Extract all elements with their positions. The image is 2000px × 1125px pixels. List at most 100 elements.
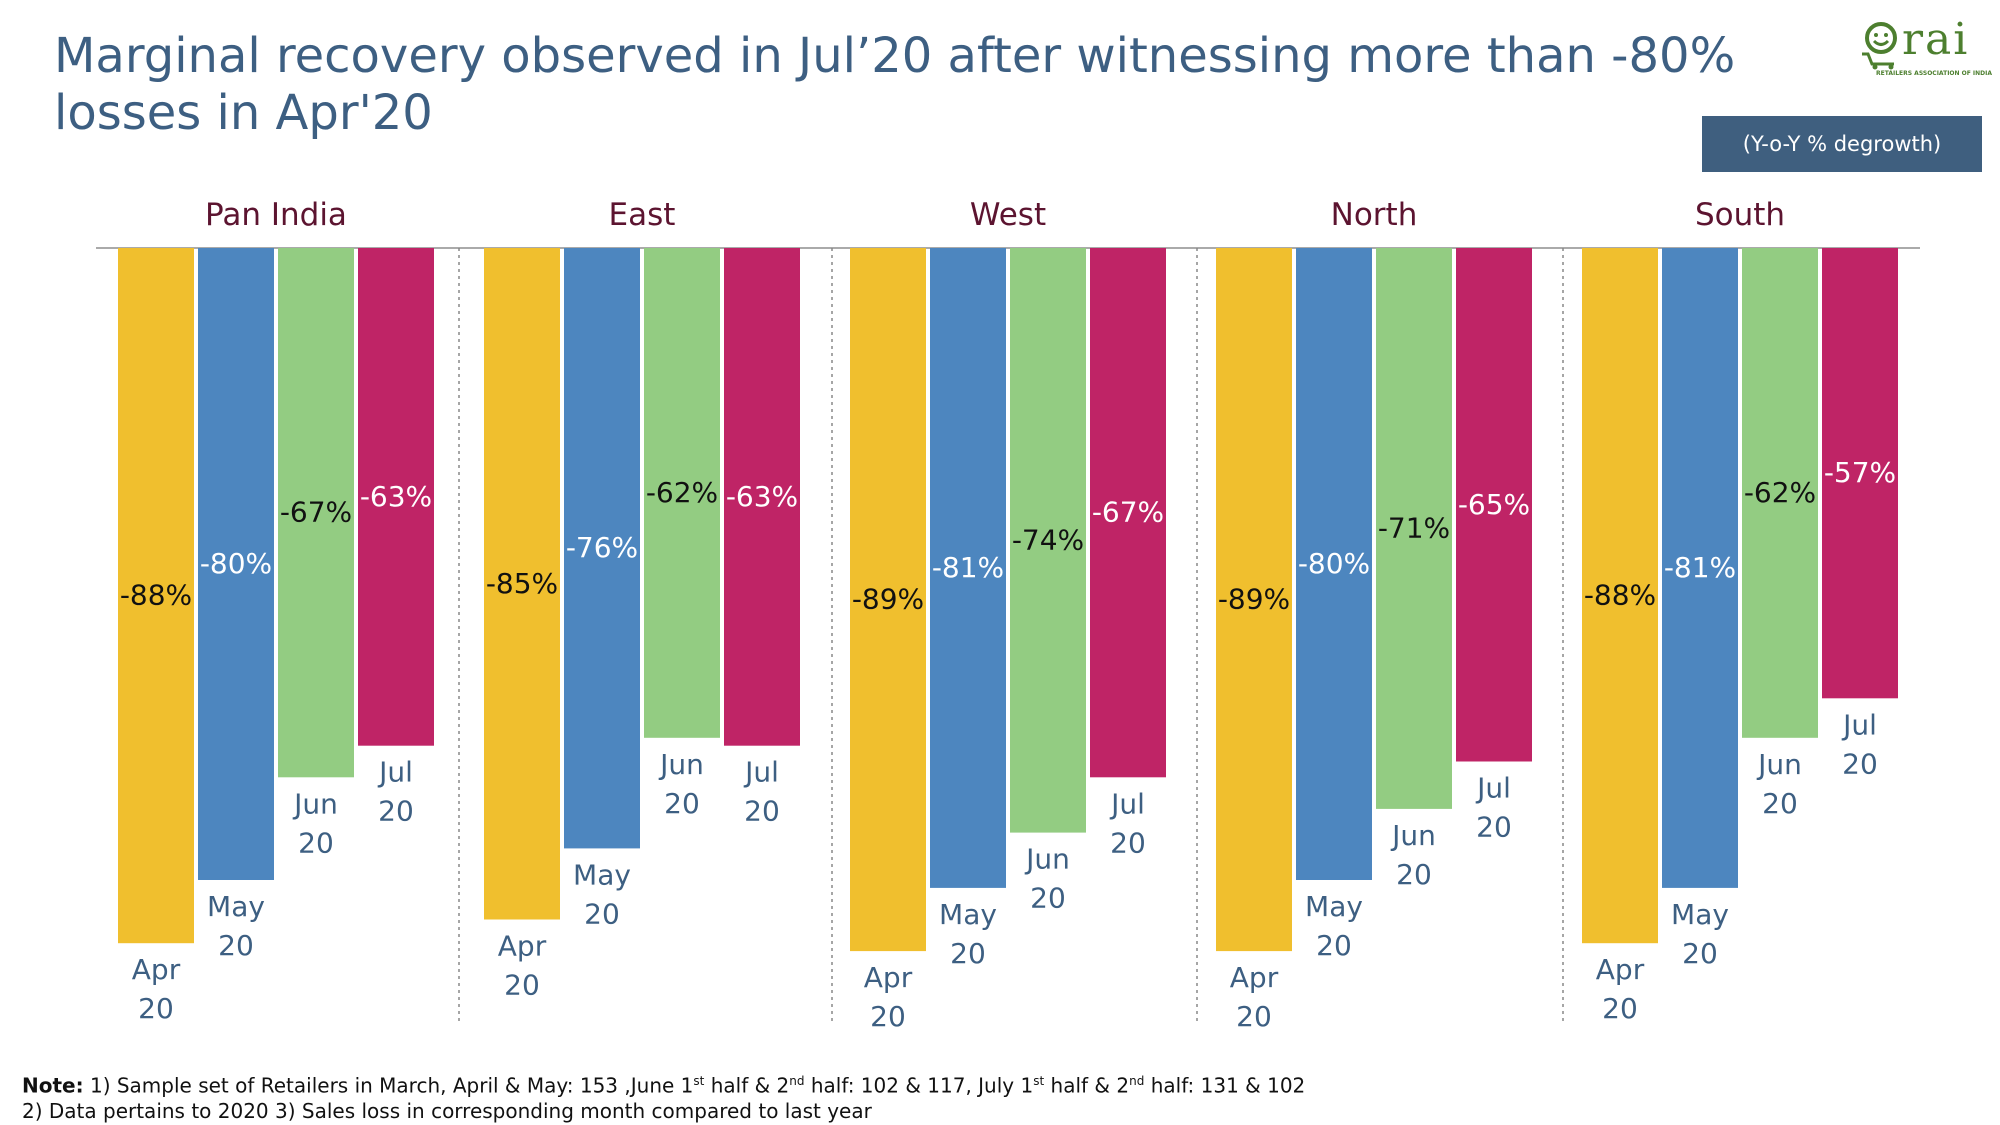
bar — [278, 248, 354, 778]
bar-chart: Pan India -88% Apr 20 -80% May 20 -67% Jun 20 -63%… — [96, 197, 1920, 1033]
note-text: half: 102 & 117, July 1 — [804, 1073, 1034, 1098]
region-label: Pan India — [205, 197, 347, 233]
category-label: 20 — [1476, 811, 1512, 844]
category-label: 20 — [744, 795, 780, 828]
footnote-line-2: 2) Data pertains to 2020 3) Sales loss i… — [22, 1098, 872, 1123]
data-label: -74% — [1012, 523, 1084, 556]
bar — [198, 248, 274, 880]
bar — [644, 248, 720, 738]
data-label: -81% — [1664, 551, 1736, 584]
data-label: -76% — [566, 531, 638, 564]
note-text: half & 2 — [1044, 1073, 1130, 1098]
category-label: 20 — [1236, 1000, 1272, 1033]
data-label: -89% — [852, 583, 924, 616]
bar — [1010, 248, 1086, 833]
data-label: -57% — [1824, 456, 1896, 489]
rai-logo: rai RETAILERS ASSOCIATION OF INDIA — [1858, 14, 1993, 80]
category-label: 20 — [664, 787, 700, 820]
note-label: Note: — [22, 1073, 84, 1098]
category-label: 20 — [1030, 882, 1066, 915]
category-label: Jul — [1109, 787, 1145, 820]
data-label: -67% — [1092, 496, 1164, 529]
category-label: Jun — [292, 787, 338, 820]
data-label: -67% — [280, 496, 352, 529]
region-label: West — [970, 197, 1046, 233]
category-label: 20 — [1396, 858, 1432, 891]
category-label: 20 — [1842, 747, 1878, 780]
category-label: 20 — [298, 826, 334, 859]
page-title: Marginal recovery observed in Jul’20 aft… — [54, 28, 1736, 141]
bar — [1822, 248, 1898, 699]
bar — [1296, 248, 1372, 880]
category-label: Jul — [743, 756, 779, 789]
unit-label-box: (Y-o-Y % degrowth) — [1702, 116, 1982, 172]
logo-text: rai — [1902, 14, 1970, 65]
bar — [850, 248, 926, 952]
category-label: 20 — [950, 937, 986, 970]
category-label: Apr — [1596, 953, 1645, 986]
category-label: Apr — [864, 961, 913, 994]
bar — [930, 248, 1006, 888]
category-label: 20 — [1602, 992, 1638, 1025]
category-label: Apr — [498, 930, 547, 963]
bar — [358, 248, 434, 746]
data-label: -62% — [646, 476, 718, 509]
category-label: 20 — [1762, 787, 1798, 820]
data-label: -71% — [1378, 511, 1450, 544]
category-label: Jun — [1756, 748, 1802, 781]
note-sup: st — [693, 1074, 705, 1088]
data-label: -88% — [120, 579, 192, 612]
bar — [1456, 248, 1532, 762]
bar — [1090, 248, 1166, 778]
region-label: South — [1695, 197, 1785, 233]
category-label: Jul — [377, 756, 413, 789]
category-label: Jun — [1024, 843, 1070, 876]
note-text: half & 2 — [704, 1073, 790, 1098]
category-label: 20 — [378, 795, 414, 828]
footnote: Note: 1) Sample set of Retailers in Marc… — [22, 1069, 1305, 1124]
category-label: Jul — [1475, 772, 1511, 805]
data-label: -80% — [1298, 547, 1370, 580]
category-label: Apr — [132, 953, 181, 986]
category-label: 20 — [1682, 937, 1718, 970]
data-label: -63% — [726, 480, 798, 513]
bar — [1742, 248, 1818, 738]
bar — [118, 248, 194, 944]
data-label: -62% — [1744, 476, 1816, 509]
logo-tagline: RETAILERS ASSOCIATION OF INDIA — [1876, 70, 1993, 77]
bar — [1662, 248, 1738, 888]
cart-icon — [1862, 22, 1897, 70]
data-label: -65% — [1458, 488, 1530, 521]
data-label: -88% — [1584, 579, 1656, 612]
bar — [1376, 248, 1452, 809]
note-text: half: 131 & 102 — [1144, 1073, 1306, 1098]
data-label: -85% — [486, 567, 558, 600]
note-sup: nd — [1129, 1074, 1145, 1088]
category-label: Jul — [1841, 708, 1877, 741]
footnote-line-1: Note: 1) Sample set of Retailers in Marc… — [22, 1069, 1305, 1099]
category-label: May — [573, 858, 631, 891]
data-label: -89% — [1218, 583, 1290, 616]
category-label: 20 — [138, 992, 174, 1025]
note-sup: nd — [789, 1074, 805, 1088]
data-label: -63% — [360, 480, 432, 513]
category-label: 20 — [584, 897, 620, 930]
category-label: May — [1671, 898, 1729, 931]
note-sup: st — [1033, 1074, 1045, 1088]
data-label: -80% — [200, 547, 272, 580]
category-label: Apr — [1230, 961, 1279, 994]
category-label: 20 — [504, 969, 540, 1002]
category-label: Jun — [658, 748, 704, 781]
bar — [484, 248, 560, 920]
bar — [724, 248, 800, 746]
category-label: 20 — [1110, 826, 1146, 859]
data-label: -81% — [932, 551, 1004, 584]
bar — [1582, 248, 1658, 944]
category-label: 20 — [218, 929, 254, 962]
category-label: 20 — [1316, 929, 1352, 962]
category-label: May — [207, 890, 265, 923]
category-label: May — [939, 898, 997, 931]
category-label: Jun — [1390, 819, 1436, 852]
bar — [1216, 248, 1292, 952]
category-label: May — [1305, 890, 1363, 923]
